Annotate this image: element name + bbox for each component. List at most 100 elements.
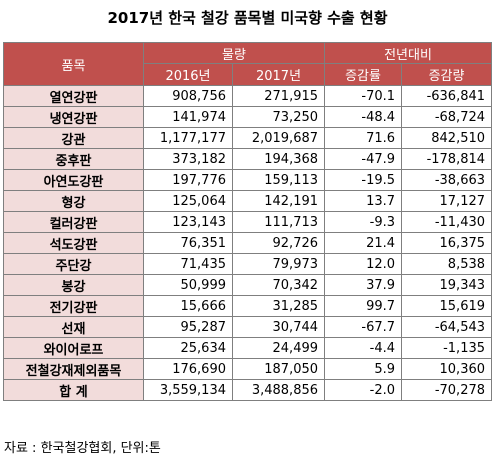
cell-2017: 2,019,687: [231, 127, 326, 149]
item-name: 선재: [3, 316, 144, 338]
cell-amount: 842,510: [401, 127, 493, 149]
cell-rate: 37.9: [324, 274, 403, 296]
cell-2017: 30,744: [231, 316, 326, 338]
source-note: 자료 : 한국철강협회, 단위:톤: [4, 441, 161, 456]
cell-rate: -4.4: [324, 337, 403, 359]
table-row: 와이어로프 25,634 24,499 -4.4 -1,135: [3, 337, 493, 359]
table-row: 열연강판 908,756 271,915 -70.1 -636,841: [3, 85, 493, 107]
cell-2016: 15,666: [143, 295, 233, 317]
table-row: 전기강판 15,666 31,285 99.7 15,619: [3, 295, 493, 317]
item-name: 아연도강판: [3, 169, 144, 191]
item-name: 중후판: [3, 148, 144, 170]
table-body: 열연강판 908,756 271,915 -70.1 -636,841 냉연강판 141,9…: [3, 85, 493, 401]
cell-2016: 908,756: [143, 85, 233, 107]
cell-2016: 197,776: [143, 169, 233, 191]
table-row: 선재 95,287 30,744 -67.7 -64,543: [3, 316, 493, 338]
cell-amount: -636,841: [401, 85, 493, 107]
cell-rate: 12.0: [324, 253, 403, 275]
cell-2016: 25,634: [143, 337, 233, 359]
cell-rate: 99.7: [324, 295, 403, 317]
cell-amount: 15,619: [401, 295, 493, 317]
cell-2016: 50,999: [143, 274, 233, 296]
table-row: 형강 125,064 142,191 13.7 17,127: [3, 190, 493, 212]
cell-amount: -178,814: [401, 148, 493, 170]
item-name: 강관: [3, 127, 144, 149]
cell-2017: 92,726: [231, 232, 326, 254]
header-rate: 증감률: [324, 63, 403, 86]
table-title: 2017년 한국 철강 품목별 미국향 수출 현황: [107, 9, 388, 27]
cell-rate: 13.7: [324, 190, 403, 212]
cell-amount: -64,543: [401, 316, 493, 338]
item-name: 봉강: [3, 274, 144, 296]
cell-2017: 3,488,856: [231, 379, 326, 401]
cell-rate: -70.1: [324, 85, 403, 107]
header-item: 품목: [3, 42, 144, 86]
cell-amount: -38,663: [401, 169, 493, 191]
cell-2016: 95,287: [143, 316, 233, 338]
item-name: 형강: [3, 190, 144, 212]
cell-2017: 187,050: [231, 358, 326, 380]
table-row: 주단강 71,435 79,973 12.0 8,538: [3, 253, 493, 275]
cell-rate: -19.5: [324, 169, 403, 191]
item-name: 컬러강판: [3, 211, 144, 233]
cell-2017: 194,368: [231, 148, 326, 170]
cell-amount: -70,278: [401, 379, 493, 401]
cell-2016: 123,143: [143, 211, 233, 233]
header-amount: 증감량: [401, 63, 493, 86]
item-name: 합 계: [3, 379, 144, 401]
cell-amount: 10,360: [401, 358, 493, 380]
item-name: 전기강판: [3, 295, 144, 317]
header-2017: 2017년: [231, 63, 326, 86]
cell-2017: 142,191: [231, 190, 326, 212]
item-name: 와이어로프: [3, 337, 144, 359]
cell-rate: -67.7: [324, 316, 403, 338]
cell-2016: 176,690: [143, 358, 233, 380]
cell-2017: 24,499: [231, 337, 326, 359]
table-row: 합 계 3,559,134 3,488,856 -2.0 -70,278: [3, 379, 493, 401]
cell-2016: 71,435: [143, 253, 233, 275]
cell-amount: -11,430: [401, 211, 493, 233]
cell-2017: 73,250: [231, 106, 326, 128]
cell-2017: 159,113: [231, 169, 326, 191]
item-name: 주단강: [3, 253, 144, 275]
cell-2016: 1,177,177: [143, 127, 233, 149]
cell-rate: 21.4: [324, 232, 403, 254]
cell-2016: 76,351: [143, 232, 233, 254]
cell-amount: 16,375: [401, 232, 493, 254]
table-row: 컬러강판 123,143 111,713 -9.3 -11,430: [3, 211, 493, 233]
cell-amount: -68,724: [401, 106, 493, 128]
cell-rate: -9.3: [324, 211, 403, 233]
cell-amount: 19,343: [401, 274, 493, 296]
cell-rate: 71.6: [324, 127, 403, 149]
cell-rate: 5.9: [324, 358, 403, 380]
item-name: 석도강판: [3, 232, 144, 254]
cell-amount: 17,127: [401, 190, 493, 212]
header-2016: 2016년: [143, 63, 233, 86]
cell-2017: 111,713: [231, 211, 326, 233]
item-name: 전철강재제외품목: [3, 358, 144, 380]
table-row: 강관 1,177,177 2,019,687 71.6 842,510: [3, 127, 493, 149]
item-name: 냉연강판: [3, 106, 144, 128]
cell-2017: 70,342: [231, 274, 326, 296]
cell-2016: 141,974: [143, 106, 233, 128]
table-row: 석도강판 76,351 92,726 21.4 16,375: [3, 232, 493, 254]
cell-rate: -47.9: [324, 148, 403, 170]
item-name: 열연강판: [3, 85, 144, 107]
table-row: 전철강재제외품목 176,690 187,050 5.9 10,360: [3, 358, 493, 380]
export-table: 품목 물량 전년대비 2016년 2017년 증감률 증감량 열연강판 908,7…: [3, 42, 493, 401]
cell-amount: 8,538: [401, 253, 493, 275]
table-row: 아연도강판 197,776 159,113 -19.5 -38,663: [3, 169, 493, 191]
cell-2016: 125,064: [143, 190, 233, 212]
cell-rate: -48.4: [324, 106, 403, 128]
cell-2016: 373,182: [143, 148, 233, 170]
cell-2017: 31,285: [231, 295, 326, 317]
header-prev-year: 전년대비: [324, 42, 493, 64]
table-row: 봉강 50,999 70,342 37.9 19,343: [3, 274, 493, 296]
table-row: 냉연강판 141,974 73,250 -48.4 -68,724: [3, 106, 493, 128]
cell-2016: 3,559,134: [143, 379, 233, 401]
cell-rate: -2.0: [324, 379, 403, 401]
table-row: 중후판 373,182 194,368 -47.9 -178,814: [3, 148, 493, 170]
cell-2017: 79,973: [231, 253, 326, 275]
header-volume: 물량: [142, 42, 326, 64]
cell-2017: 271,915: [231, 85, 326, 107]
